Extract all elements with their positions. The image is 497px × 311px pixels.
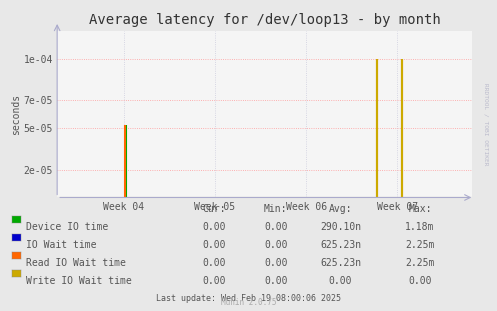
Text: 2.25m: 2.25m — [405, 240, 435, 250]
Text: 0.00: 0.00 — [202, 258, 226, 268]
Text: 0.00: 0.00 — [264, 276, 288, 286]
Text: 625.23n: 625.23n — [320, 240, 361, 250]
Text: Device IO time: Device IO time — [26, 222, 108, 232]
Text: IO Wait time: IO Wait time — [26, 240, 97, 250]
Text: 625.23n: 625.23n — [320, 258, 361, 268]
Text: 0.00: 0.00 — [408, 276, 432, 286]
Text: 0.00: 0.00 — [202, 276, 226, 286]
Text: 0.00: 0.00 — [264, 240, 288, 250]
Text: Avg:: Avg: — [329, 204, 352, 214]
Text: Max:: Max: — [408, 204, 432, 214]
Text: Munin 2.0.75: Munin 2.0.75 — [221, 298, 276, 307]
Text: Last update: Wed Feb 19 08:00:06 2025: Last update: Wed Feb 19 08:00:06 2025 — [156, 294, 341, 303]
Title: Average latency for /dev/loop13 - by month: Average latency for /dev/loop13 - by mon… — [89, 13, 440, 27]
Text: 0.00: 0.00 — [264, 258, 288, 268]
Text: 2.25m: 2.25m — [405, 258, 435, 268]
Text: 290.10n: 290.10n — [320, 222, 361, 232]
Text: Cur:: Cur: — [202, 204, 226, 214]
Text: Min:: Min: — [264, 204, 288, 214]
Text: Write IO Wait time: Write IO Wait time — [26, 276, 132, 286]
Text: 0.00: 0.00 — [264, 222, 288, 232]
Text: Read IO Wait time: Read IO Wait time — [26, 258, 126, 268]
Text: 1.18m: 1.18m — [405, 222, 435, 232]
Y-axis label: seconds: seconds — [11, 94, 21, 135]
Text: 0.00: 0.00 — [202, 240, 226, 250]
Text: 0.00: 0.00 — [202, 222, 226, 232]
Text: RRDTOOL / TOBI OETIKER: RRDTOOL / TOBI OETIKER — [484, 83, 489, 166]
Text: 0.00: 0.00 — [329, 276, 352, 286]
